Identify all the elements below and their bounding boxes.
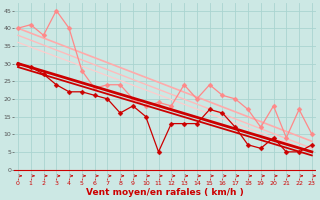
X-axis label: Vent moyen/en rafales ( km/h ): Vent moyen/en rafales ( km/h ) bbox=[86, 188, 244, 197]
